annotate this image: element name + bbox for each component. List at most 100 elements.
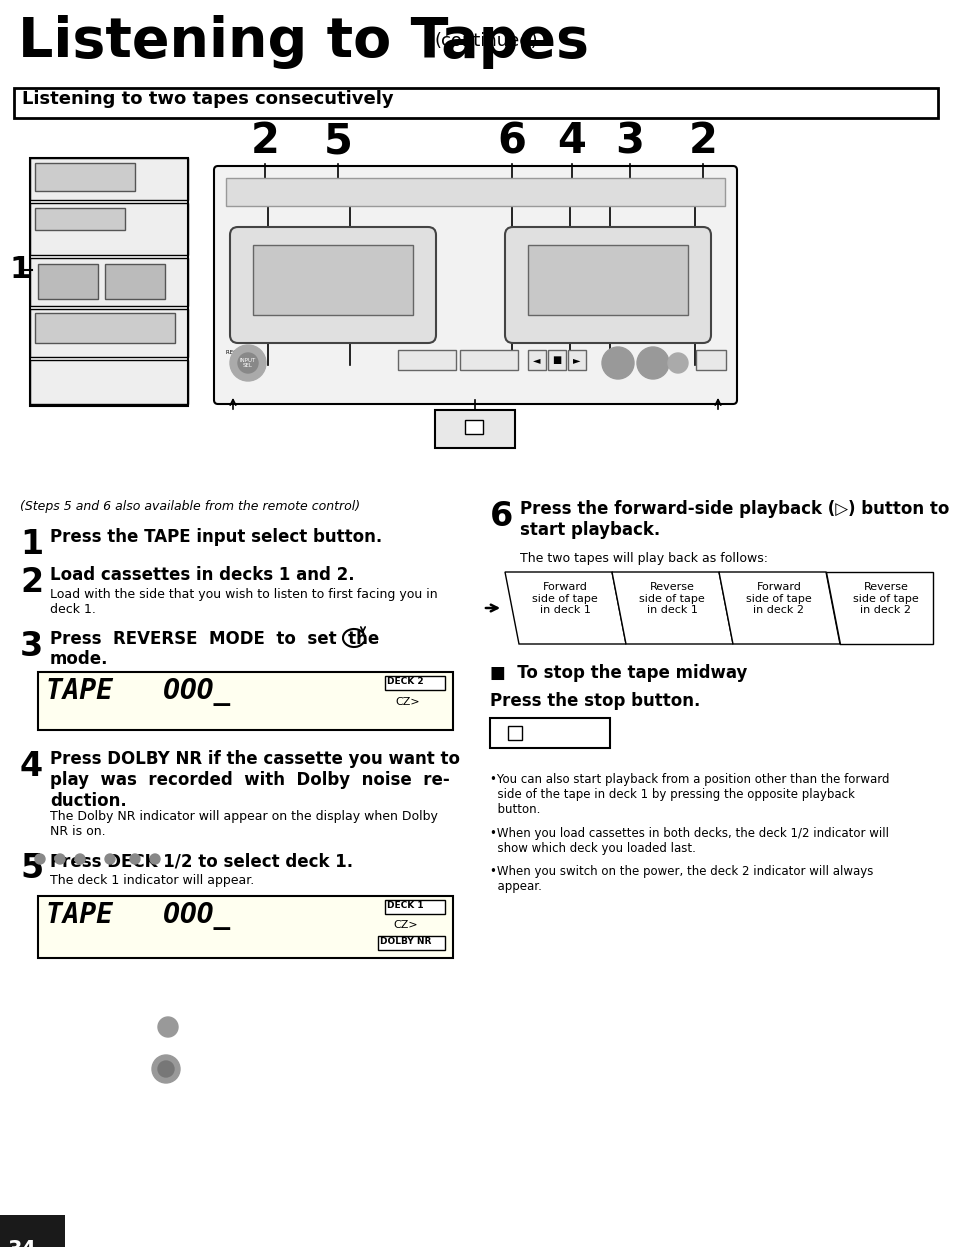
Bar [226,178,724,206]
FancyBboxPatch shape [504,227,710,343]
Text: 5: 5 [20,852,43,885]
Bar [527,350,545,370]
Bar [35,208,125,229]
Circle shape [55,854,65,864]
Text: Listening to Tapes: Listening to Tapes [18,15,588,69]
Text: •When you load cassettes in both decks, the deck 1/2 indicator will
  show which: •When you load cassettes in both decks, … [490,827,888,855]
Bar [38,264,98,299]
Text: Press DECK 1/2 to select deck 1.: Press DECK 1/2 to select deck 1. [50,852,353,870]
Bar [459,350,517,370]
Polygon shape [612,572,732,643]
Text: The two tapes will play back as follows:: The two tapes will play back as follows: [519,552,767,565]
Bar [385,676,444,690]
Text: 6: 6 [490,500,513,532]
Bar [30,158,188,200]
Polygon shape [719,572,840,643]
Circle shape [237,353,257,373]
Polygon shape [825,572,932,643]
Bar [377,936,444,950]
Bar [35,313,174,343]
Circle shape [230,345,266,382]
Text: Forward
side of tape
in deck 1: Forward side of tape in deck 1 [532,582,598,615]
Text: DECK 2: DECK 2 [387,677,423,686]
Bar [435,410,515,448]
Bar [397,350,456,370]
Text: TAPE   OOO_: TAPE OOO_ [46,902,230,930]
Text: DOLBY NR: DOLBY NR [379,936,431,946]
Circle shape [667,353,687,373]
Text: TAPE>>: TAPE>> [475,353,503,359]
Circle shape [152,1055,180,1082]
Circle shape [75,854,85,864]
Bar [385,900,444,914]
Text: Press DOLBY NR if the cassette you want to
play  was  recorded  with  Dolby  noi: Press DOLBY NR if the cassette you want … [50,749,459,809]
Text: DECK 1: DECK 1 [387,902,423,910]
Bar [567,350,585,370]
Text: Forward
side of tape
in deck 2: Forward side of tape in deck 2 [745,582,811,615]
Text: Reverse
side of tape
in deck 2: Reverse side of tape in deck 2 [852,582,918,615]
Circle shape [35,854,45,864]
Circle shape [158,1018,178,1038]
Text: Press the stop button.: Press the stop button. [490,692,700,710]
Text: 3: 3 [20,630,43,663]
Text: Reverse
side of tape
in deck 1: Reverse side of tape in deck 1 [639,582,704,615]
Text: (continued): (continued) [435,32,538,50]
Text: ►: ► [573,355,580,365]
Bar [253,244,413,315]
Text: CZ>: CZ> [395,697,419,707]
Text: TAPE   OOO_: TAPE OOO_ [46,678,230,706]
Text: ◄: ◄ [533,355,540,365]
Circle shape [130,854,140,864]
Text: Press  REVERSE  MODE  to  set  the: Press REVERSE MODE to set the [50,630,379,648]
Circle shape [105,854,115,864]
Text: 2: 2 [251,120,279,162]
Bar [38,672,453,729]
Circle shape [158,1061,173,1077]
Text: Press the forward-side playback (▷) button to
start playback.: Press the forward-side playback (▷) butt… [519,500,948,539]
Bar [105,264,165,299]
Bar [30,258,188,306]
Text: Load with the side that you wish to listen to first facing you in
deck 1.: Load with the side that you wish to list… [50,589,437,616]
Bar [30,309,188,357]
Text: ■  To stop the tape midway: ■ To stop the tape midway [490,663,746,682]
Polygon shape [504,572,625,643]
Circle shape [637,347,668,379]
Text: 2: 2 [688,120,717,162]
Text: 4: 4 [20,749,43,783]
Circle shape [150,854,160,864]
Text: 1: 1 [10,256,31,284]
Text: 34: 34 [8,1240,37,1247]
Text: CZ>: CZ> [393,920,417,930]
Bar [527,244,687,315]
Text: (Steps 5 and 6 also available from the remote control): (Steps 5 and 6 also available from the r… [20,500,359,513]
Bar [30,360,188,404]
Bar [464,420,482,434]
Text: Press the TAPE input select button.: Press the TAPE input select button. [50,527,382,546]
Text: 6: 6 [497,120,526,162]
Text: Listening to two tapes consecutively: Listening to two tapes consecutively [22,90,394,108]
Bar [14,89,937,118]
Text: The Dolby NR indicator will appear on the display when Dolby
NR is on.: The Dolby NR indicator will appear on th… [50,811,437,838]
Bar [490,718,609,748]
Text: •You can also start playback from a position other than the forward
  side of th: •You can also start playback from a posi… [490,773,888,816]
Bar [30,203,188,254]
Bar [0,1215,65,1247]
Bar [35,163,135,191]
Text: 2: 2 [20,566,43,599]
Circle shape [601,347,634,379]
Bar [507,726,521,739]
Bar [696,350,725,370]
Text: REC
PAUSE: REC PAUSE [698,350,715,360]
Text: •When you switch on the power, the deck 2 indicator will always
  appear.: •When you switch on the power, the deck … [490,865,872,893]
Text: The deck 1 indicator will appear.: The deck 1 indicator will appear. [50,874,254,887]
Text: mode.: mode. [50,650,109,668]
FancyBboxPatch shape [213,166,737,404]
Bar [30,158,188,407]
FancyBboxPatch shape [230,227,436,343]
Text: 5: 5 [323,120,352,162]
Bar [547,350,565,370]
Text: REC MUTE: REC MUTE [226,350,253,355]
Text: Load cassettes in decks 1 and 2.: Load cassettes in decks 1 and 2. [50,566,355,584]
Text: 3: 3 [615,120,644,162]
Text: INPUT
SEL: INPUT SEL [239,358,255,368]
